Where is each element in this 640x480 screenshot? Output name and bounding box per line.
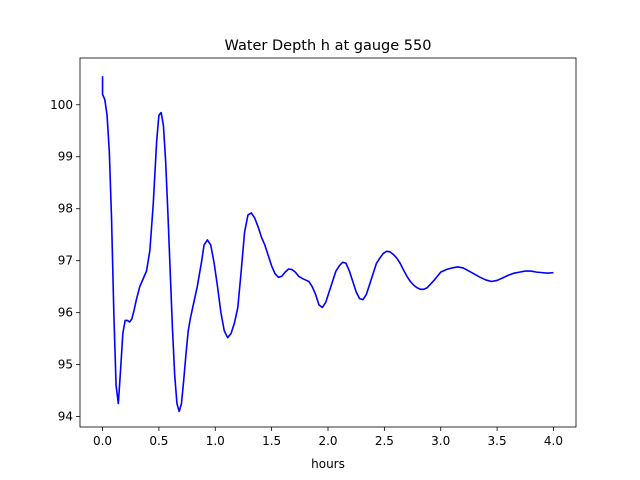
y-tick-label: 96 bbox=[58, 306, 73, 320]
y-tick-label: 99 bbox=[58, 150, 73, 164]
y-tick-label: 94 bbox=[58, 410, 73, 424]
x-tick-label: 0.0 bbox=[93, 434, 112, 448]
y-tick-label: 97 bbox=[58, 254, 73, 268]
series-line-0 bbox=[101, 76, 554, 413]
y-tick-label: 98 bbox=[58, 202, 73, 216]
y-tick-label: 95 bbox=[58, 358, 73, 372]
x-tick-label: 1.0 bbox=[206, 434, 225, 448]
x-tick-label: 3.0 bbox=[431, 434, 450, 448]
x-axis-label: hours bbox=[311, 457, 345, 471]
plot-area bbox=[79, 57, 577, 428]
x-tick-label: 1.5 bbox=[262, 434, 281, 448]
x-axis-ticks: 0.0 0.5 1.0 1.5 2.0 2.5 3.0 3.5 4.0 bbox=[93, 427, 563, 448]
x-tick-label: 2.5 bbox=[375, 434, 394, 448]
plot-frame bbox=[79, 57, 577, 428]
chart-title: Water Depth h at gauge 550 bbox=[225, 38, 432, 54]
y-axis-ticks: 94 95 96 97 98 99 100 bbox=[50, 98, 80, 424]
x-tick-label: 3.5 bbox=[488, 434, 507, 448]
y-tick-label: 100 bbox=[50, 98, 73, 112]
x-tick-label: 2.0 bbox=[318, 434, 337, 448]
x-tick-label: 0.5 bbox=[149, 434, 168, 448]
x-tick-label: 4.0 bbox=[544, 434, 563, 448]
series-layer bbox=[101, 76, 554, 413]
